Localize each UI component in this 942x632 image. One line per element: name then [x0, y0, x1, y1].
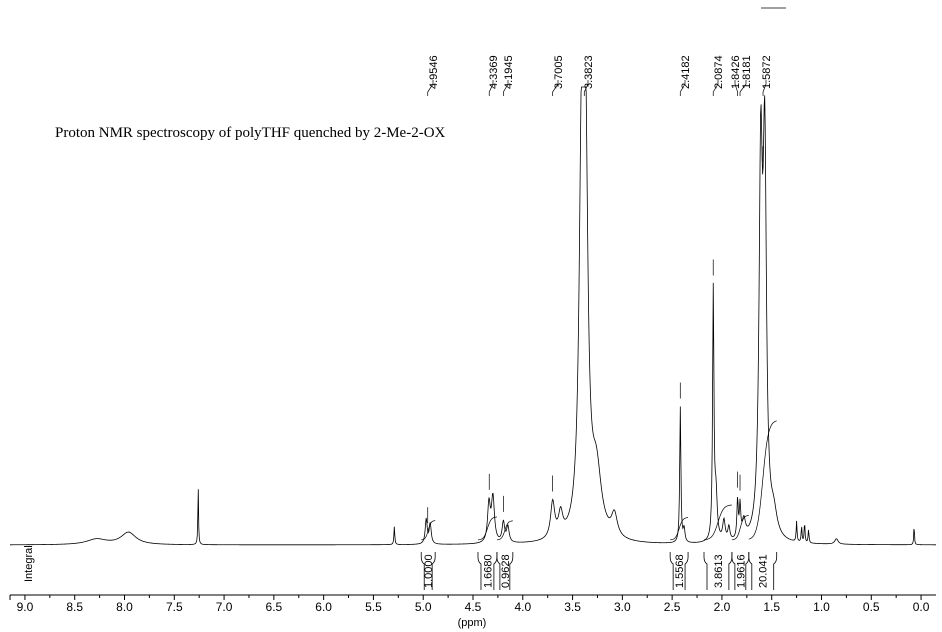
chart-title: Proton NMR spectroscopy of polyTHF quenc…: [55, 125, 446, 141]
integral-value: 1.0000: [423, 554, 435, 588]
integral-curve: [703, 504, 732, 541]
x-tick-label: 2.0: [714, 600, 731, 614]
peak-label: 4.3369: [488, 55, 500, 89]
integral-curve: [496, 520, 513, 541]
integral-axis-label: Integral: [23, 545, 35, 582]
integral-value: 1.9616: [735, 554, 747, 588]
x-tick-label: 8.0: [116, 600, 133, 614]
integral-curve: [421, 520, 436, 541]
peak-labels: 4.9546 4.3369 4.1945 3.7005 3.3823 2.4182 2.08…: [427, 7, 786, 524]
x-axis-title: (ppm): [458, 617, 487, 629]
spectrum-trace: [10, 86, 936, 546]
peak-connector: [503, 80, 509, 96]
peak-connector: [739, 80, 747, 96]
integral-value: 1.5568: [674, 554, 686, 588]
x-tick-label: 2.5: [664, 600, 681, 614]
peak-connector: [552, 80, 559, 96]
peak-connector: [488, 80, 494, 96]
peak-label: 2.0874: [713, 55, 725, 89]
integral-value: 20.041: [758, 554, 770, 588]
x-axis-ticks: 9.0 8.5 8.0 7.5 7.0 6.5 6.0 5.5 5.0 4.5 4.0 3.5 3.0 2…: [17, 595, 930, 614]
x-tick-label: 6.0: [315, 600, 332, 614]
integral-curve: [748, 420, 777, 540]
x-tick-label: 0.0: [913, 600, 930, 614]
integral-value: 1.6680: [482, 554, 494, 588]
peak-label: 4.9546: [428, 55, 440, 89]
peak-label: 3.3823: [583, 55, 595, 89]
x-tick-label: 1.0: [813, 600, 830, 614]
integral-bracket: [748, 552, 778, 590]
x-tick-label: 0.5: [863, 600, 880, 614]
x-tick-label: 5.0: [415, 600, 432, 614]
x-tick-label: 7.5: [166, 600, 183, 614]
peak-connector: [762, 80, 767, 96]
x-tick-label: 3.0: [614, 600, 631, 614]
x-tick-label: 3.5: [564, 600, 581, 614]
x-tick-label: 8.5: [66, 600, 83, 614]
peak-label: 1.8426: [730, 55, 742, 89]
peak-label: 2.4182: [680, 55, 692, 89]
peak-connector: [712, 80, 719, 96]
integral-bracket: [669, 552, 689, 590]
integral-curve: [670, 517, 689, 541]
x-tick-label: 7.0: [216, 600, 233, 614]
integral-value: 3.8613: [713, 554, 725, 588]
peak-label: 4.1945: [503, 55, 515, 89]
integral-value: 0.9628: [500, 554, 512, 588]
peak-label: 1.8181: [741, 55, 753, 89]
x-tick-label: 4.5: [465, 600, 482, 614]
integral-bracket: [496, 552, 514, 590]
x-tick-label: 6.5: [266, 600, 283, 614]
integral-bracket: [420, 552, 436, 590]
peak-label: 1.5872: [761, 55, 773, 89]
peak-connector: [679, 80, 686, 96]
peak-connector: [734, 80, 738, 96]
x-tick-label: 5.5: [365, 600, 382, 614]
integral-curves: [421, 420, 777, 541]
integral-curve: [477, 516, 497, 541]
peak-label: 3.7005: [553, 55, 565, 89]
integral-curve: [731, 515, 749, 541]
x-tick-label: 9.0: [17, 600, 34, 614]
x-tick-label: 1.5: [763, 600, 780, 614]
peak-connector: [427, 80, 434, 96]
x-tick-label: 4.0: [514, 600, 531, 614]
integral-brackets: 1.0000 1.6680 0.9628 1.5568 3.8613 1.9616 20.0…: [420, 552, 778, 590]
